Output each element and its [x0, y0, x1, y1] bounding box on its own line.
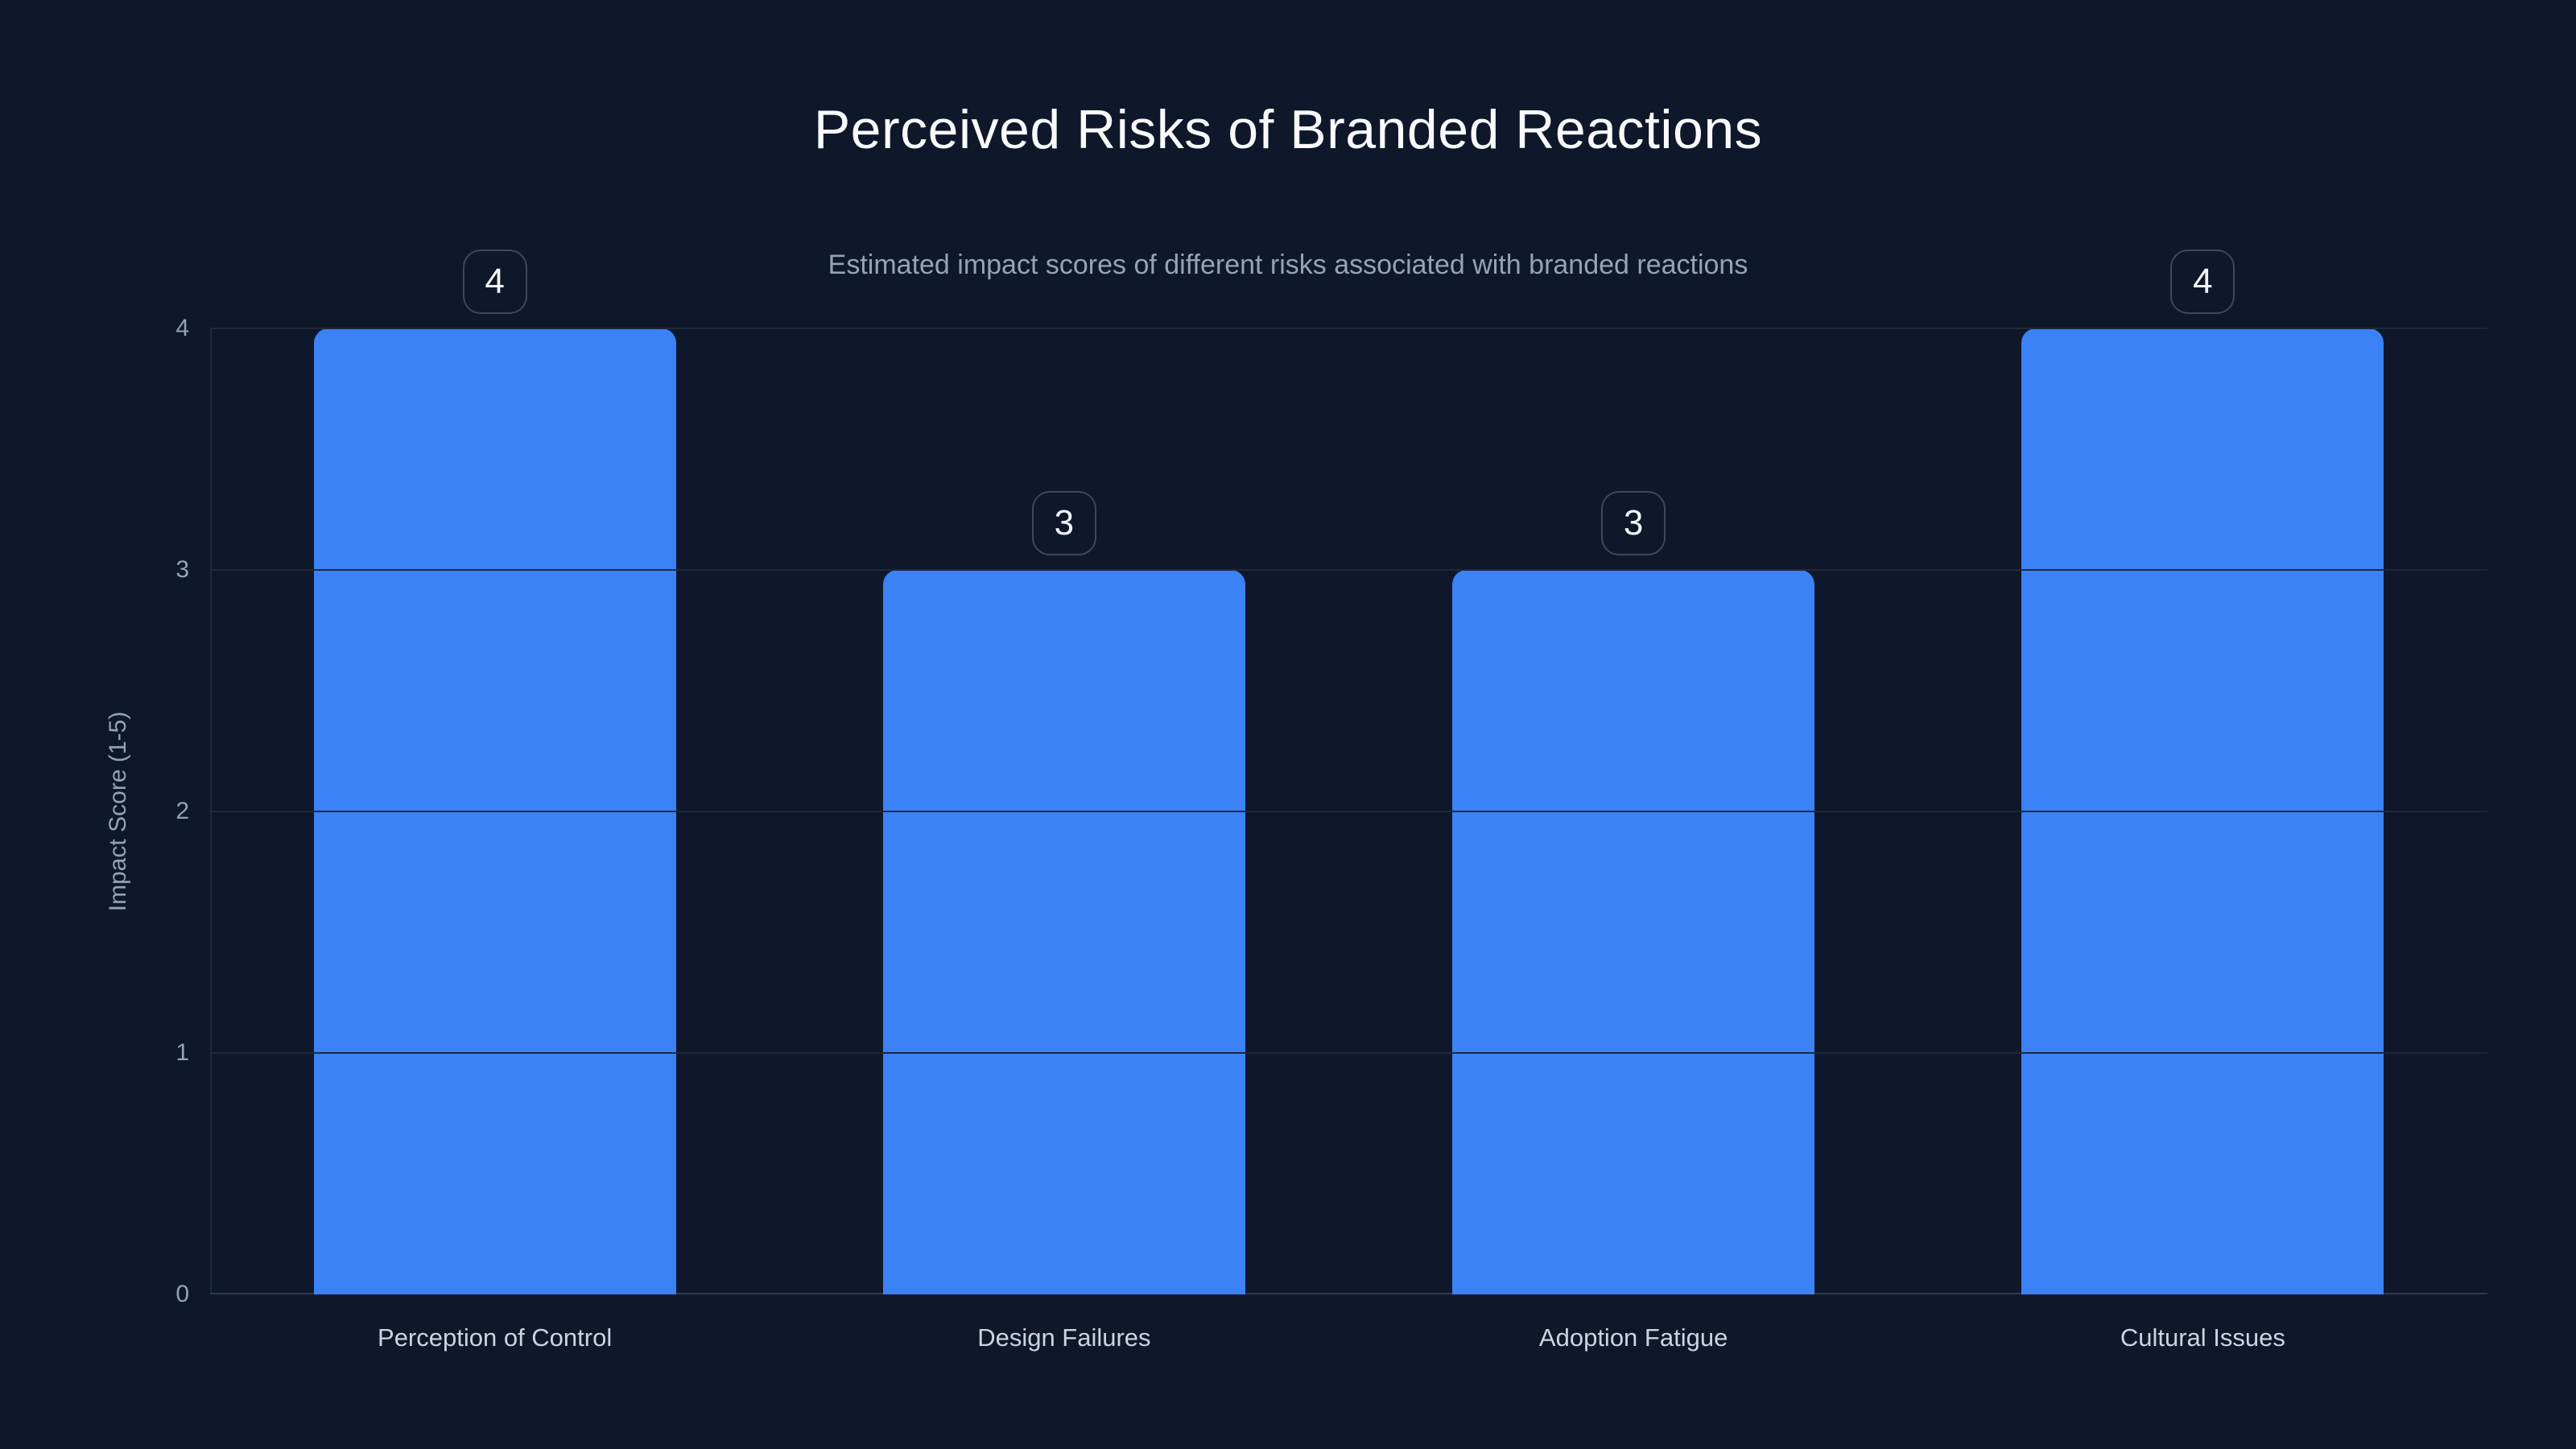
gridline-2 — [210, 811, 2487, 812]
x-axis-label-design-failures: Design Failures — [977, 1323, 1151, 1352]
bar-design-failures — [882, 570, 1245, 1294]
gridline-4 — [210, 328, 2487, 329]
bar-slot-design-failures: 3 — [779, 328, 1348, 1294]
y-axis-ticks: 0 1 2 3 4 — [0, 316, 189, 1307]
value-badge-cultural-issues: 4 — [2170, 250, 2235, 314]
x-axis-labels: Perception of Control Design Failures Adop… — [210, 1320, 2487, 1356]
value-badge-perception-of-control: 4 — [462, 250, 527, 314]
value-badge-adoption-fatigue: 3 — [1601, 491, 1666, 555]
bar-slot-adoption-fatigue: 3 — [1349, 328, 1918, 1294]
chart-subtitle: Estimated impact scores of different ris… — [828, 250, 1748, 280]
x-axis-label-adoption-fatigue: Adoption Fatigue — [1538, 1323, 1728, 1352]
chart-title: Perceived Risks of Branded Reactions — [813, 99, 1763, 160]
value-badge-design-failures: 3 — [1031, 491, 1096, 555]
y-tick-label-2: 2 — [175, 798, 189, 824]
x-axis-line — [210, 1293, 2487, 1294]
y-tick-label-1: 1 — [175, 1039, 189, 1066]
y-tick-label-0: 0 — [175, 1281, 189, 1307]
y-tick-label-4: 4 — [175, 315, 189, 341]
gridline-3 — [210, 569, 2487, 571]
x-axis-label-cultural-issues: Cultural Issues — [2120, 1323, 2285, 1352]
plot-area: 4 3 3 4 — [210, 250, 2487, 1294]
gridline-1 — [210, 1052, 2487, 1054]
y-tick-label-3: 3 — [175, 556, 189, 583]
x-axis-label-perception-of-control: Perception of Control — [378, 1323, 613, 1352]
bar-adoption-fatigue — [1452, 570, 1815, 1294]
